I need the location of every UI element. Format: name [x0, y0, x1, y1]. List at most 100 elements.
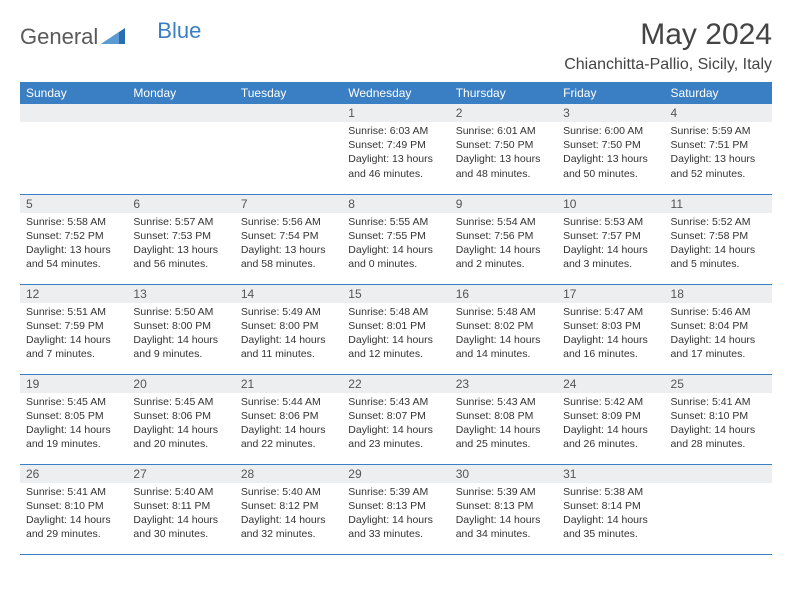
location-text: Chianchitta-Pallio, Sicily, Italy — [564, 56, 772, 74]
sunrise-text: Sunrise: 5:42 AM — [563, 395, 658, 409]
day-details: Sunrise: 5:45 AMSunset: 8:05 PMDaylight:… — [20, 393, 127, 456]
sunrise-text: Sunrise: 6:01 AM — [456, 124, 551, 138]
day-details: Sunrise: 5:43 AMSunset: 8:07 PMDaylight:… — [342, 393, 449, 456]
daylight-text-2: and 7 minutes. — [26, 347, 121, 361]
day-details: Sunrise: 5:42 AMSunset: 8:09 PMDaylight:… — [557, 393, 664, 456]
day-number: 6 — [127, 195, 234, 213]
day-details: Sunrise: 5:50 AMSunset: 8:00 PMDaylight:… — [127, 303, 234, 366]
day-number: 2 — [450, 104, 557, 122]
daylight-text-1: Daylight: 14 hours — [241, 513, 336, 527]
daylight-text-2: and 34 minutes. — [456, 527, 551, 541]
sunset-text: Sunset: 8:00 PM — [241, 319, 336, 333]
sunrise-text: Sunrise: 5:49 AM — [241, 305, 336, 319]
sunset-text: Sunset: 7:56 PM — [456, 229, 551, 243]
day-number: 1 — [342, 104, 449, 122]
calendar-day-cell: 17Sunrise: 5:47 AMSunset: 8:03 PMDayligh… — [557, 284, 664, 374]
daylight-text-2: and 17 minutes. — [671, 347, 766, 361]
day-number: 13 — [127, 285, 234, 303]
calendar-day-cell: 2Sunrise: 6:01 AMSunset: 7:50 PMDaylight… — [450, 104, 557, 194]
daylight-text-1: Daylight: 14 hours — [133, 513, 228, 527]
calendar-day-cell: 3Sunrise: 6:00 AMSunset: 7:50 PMDaylight… — [557, 104, 664, 194]
sunset-text: Sunset: 8:08 PM — [456, 409, 551, 423]
day-details: Sunrise: 5:41 AMSunset: 8:10 PMDaylight:… — [665, 393, 772, 456]
weekday-header-row: SundayMondayTuesdayWednesdayThursdayFrid… — [20, 82, 772, 104]
day-details: Sunrise: 6:00 AMSunset: 7:50 PMDaylight:… — [557, 122, 664, 185]
sunset-text: Sunset: 8:02 PM — [456, 319, 551, 333]
day-details: Sunrise: 5:44 AMSunset: 8:06 PMDaylight:… — [235, 393, 342, 456]
daylight-text-1: Daylight: 13 hours — [26, 243, 121, 257]
calendar-week-row: 5Sunrise: 5:58 AMSunset: 7:52 PMDaylight… — [20, 194, 772, 284]
day-details: Sunrise: 5:41 AMSunset: 8:10 PMDaylight:… — [20, 483, 127, 546]
day-details: Sunrise: 5:39 AMSunset: 8:13 PMDaylight:… — [342, 483, 449, 546]
sunset-text: Sunset: 7:54 PM — [241, 229, 336, 243]
day-details: Sunrise: 5:38 AMSunset: 8:14 PMDaylight:… — [557, 483, 664, 546]
day-number: 24 — [557, 375, 664, 393]
daylight-text-1: Daylight: 13 hours — [133, 243, 228, 257]
calendar-day-cell: 29Sunrise: 5:39 AMSunset: 8:13 PMDayligh… — [342, 464, 449, 554]
daylight-text-2: and 50 minutes. — [563, 167, 658, 181]
day-details: Sunrise: 5:48 AMSunset: 8:01 PMDaylight:… — [342, 303, 449, 366]
triangle-icon — [101, 28, 125, 47]
sunset-text: Sunset: 8:06 PM — [133, 409, 228, 423]
day-number: 20 — [127, 375, 234, 393]
sunrise-text: Sunrise: 5:53 AM — [563, 215, 658, 229]
daylight-text-2: and 19 minutes. — [26, 437, 121, 451]
calendar-day-cell: 8Sunrise: 5:55 AMSunset: 7:55 PMDaylight… — [342, 194, 449, 284]
day-details: Sunrise: 5:54 AMSunset: 7:56 PMDaylight:… — [450, 213, 557, 276]
daylight-text-2: and 9 minutes. — [133, 347, 228, 361]
daylight-text-2: and 32 minutes. — [241, 527, 336, 541]
calendar-day-cell: 12Sunrise: 5:51 AMSunset: 7:59 PMDayligh… — [20, 284, 127, 374]
sunrise-text: Sunrise: 5:56 AM — [241, 215, 336, 229]
day-number: 22 — [342, 375, 449, 393]
day-number: 26 — [20, 465, 127, 483]
daylight-text-2: and 22 minutes. — [241, 437, 336, 451]
calendar-day-cell: 18Sunrise: 5:46 AMSunset: 8:04 PMDayligh… — [665, 284, 772, 374]
day-number: 3 — [557, 104, 664, 122]
sunset-text: Sunset: 7:50 PM — [563, 138, 658, 152]
sunset-text: Sunset: 8:10 PM — [26, 499, 121, 513]
daylight-text-1: Daylight: 14 hours — [563, 333, 658, 347]
day-number: 7 — [235, 195, 342, 213]
sunrise-text: Sunrise: 5:57 AM — [133, 215, 228, 229]
daylight-text-1: Daylight: 14 hours — [671, 423, 766, 437]
daylight-text-1: Daylight: 13 hours — [671, 152, 766, 166]
sunrise-text: Sunrise: 5:46 AM — [671, 305, 766, 319]
sunset-text: Sunset: 7:52 PM — [26, 229, 121, 243]
daylight-text-2: and 56 minutes. — [133, 257, 228, 271]
day-number: 11 — [665, 195, 772, 213]
daylight-text-2: and 3 minutes. — [563, 257, 658, 271]
sunset-text: Sunset: 7:53 PM — [133, 229, 228, 243]
sunset-text: Sunset: 8:05 PM — [26, 409, 121, 423]
calendar-day-cell: 14Sunrise: 5:49 AMSunset: 8:00 PMDayligh… — [235, 284, 342, 374]
daylight-text-1: Daylight: 14 hours — [671, 243, 766, 257]
daylight-text-2: and 26 minutes. — [563, 437, 658, 451]
day-details: Sunrise: 5:48 AMSunset: 8:02 PMDaylight:… — [450, 303, 557, 366]
day-number — [20, 104, 127, 122]
daylight-text-1: Daylight: 14 hours — [241, 423, 336, 437]
daylight-text-2: and 54 minutes. — [26, 257, 121, 271]
calendar-day-cell: 13Sunrise: 5:50 AMSunset: 8:00 PMDayligh… — [127, 284, 234, 374]
sunset-text: Sunset: 8:06 PM — [241, 409, 336, 423]
day-number: 29 — [342, 465, 449, 483]
sunrise-text: Sunrise: 6:03 AM — [348, 124, 443, 138]
brand-part2: Blue — [157, 18, 201, 44]
calendar-week-row: 19Sunrise: 5:45 AMSunset: 8:05 PMDayligh… — [20, 374, 772, 464]
daylight-text-2: and 5 minutes. — [671, 257, 766, 271]
day-number: 19 — [20, 375, 127, 393]
day-details: Sunrise: 5:43 AMSunset: 8:08 PMDaylight:… — [450, 393, 557, 456]
sunrise-text: Sunrise: 5:41 AM — [671, 395, 766, 409]
calendar-day-cell: 25Sunrise: 5:41 AMSunset: 8:10 PMDayligh… — [665, 374, 772, 464]
daylight-text-2: and 48 minutes. — [456, 167, 551, 181]
title-block: May 2024 Chianchitta-Pallio, Sicily, Ita… — [564, 18, 772, 74]
day-number: 14 — [235, 285, 342, 303]
day-details: Sunrise: 5:45 AMSunset: 8:06 PMDaylight:… — [127, 393, 234, 456]
daylight-text-1: Daylight: 14 hours — [133, 333, 228, 347]
sunset-text: Sunset: 8:14 PM — [563, 499, 658, 513]
daylight-text-2: and 46 minutes. — [348, 167, 443, 181]
daylight-text-1: Daylight: 14 hours — [26, 423, 121, 437]
day-details: Sunrise: 5:57 AMSunset: 7:53 PMDaylight:… — [127, 213, 234, 276]
day-number: 15 — [342, 285, 449, 303]
day-number: 30 — [450, 465, 557, 483]
day-number: 31 — [557, 465, 664, 483]
calendar-table: SundayMondayTuesdayWednesdayThursdayFrid… — [20, 82, 772, 555]
